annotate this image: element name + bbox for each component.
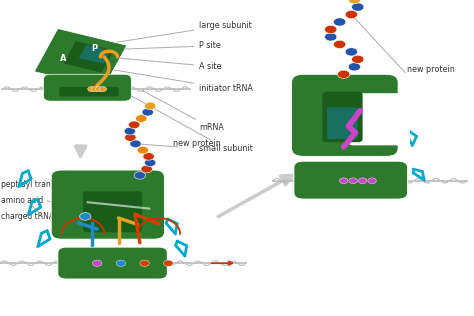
Circle shape bbox=[99, 87, 107, 92]
Text: new protein: new protein bbox=[173, 139, 221, 148]
Circle shape bbox=[164, 260, 173, 266]
Circle shape bbox=[345, 48, 357, 56]
Circle shape bbox=[325, 25, 337, 33]
FancyBboxPatch shape bbox=[59, 87, 118, 96]
Circle shape bbox=[145, 159, 156, 167]
Circle shape bbox=[116, 260, 126, 266]
Circle shape bbox=[358, 178, 367, 184]
FancyBboxPatch shape bbox=[44, 74, 131, 101]
Polygon shape bbox=[64, 41, 114, 73]
Text: initiator tRNA: initiator tRNA bbox=[114, 70, 253, 93]
Text: new protein: new protein bbox=[407, 65, 455, 74]
Circle shape bbox=[124, 127, 136, 135]
Circle shape bbox=[141, 165, 152, 173]
Circle shape bbox=[337, 70, 350, 78]
Circle shape bbox=[339, 178, 348, 184]
Polygon shape bbox=[34, 28, 127, 88]
Circle shape bbox=[334, 40, 346, 48]
FancyBboxPatch shape bbox=[348, 93, 410, 145]
Circle shape bbox=[140, 260, 149, 266]
Text: P: P bbox=[91, 45, 97, 53]
Circle shape bbox=[352, 3, 364, 11]
FancyBboxPatch shape bbox=[322, 92, 363, 142]
Circle shape bbox=[368, 178, 376, 184]
Circle shape bbox=[92, 260, 102, 266]
Circle shape bbox=[325, 33, 337, 41]
Circle shape bbox=[348, 0, 361, 4]
Text: P site: P site bbox=[105, 41, 221, 50]
Circle shape bbox=[137, 146, 148, 154]
Text: amino acid: amino acid bbox=[1, 196, 43, 205]
Text: large subunit: large subunit bbox=[117, 21, 252, 42]
Text: A: A bbox=[60, 54, 66, 63]
Circle shape bbox=[130, 140, 141, 148]
Circle shape bbox=[134, 172, 146, 179]
Circle shape bbox=[136, 115, 147, 122]
FancyBboxPatch shape bbox=[292, 74, 398, 156]
FancyBboxPatch shape bbox=[51, 170, 164, 239]
Text: Release factor: Release factor bbox=[332, 150, 390, 159]
Circle shape bbox=[349, 178, 357, 184]
Text: A site: A site bbox=[91, 56, 221, 71]
Circle shape bbox=[95, 87, 103, 92]
Circle shape bbox=[91, 87, 99, 92]
Circle shape bbox=[128, 121, 140, 129]
FancyBboxPatch shape bbox=[327, 128, 358, 139]
Circle shape bbox=[88, 87, 95, 92]
FancyBboxPatch shape bbox=[83, 191, 142, 232]
Text: peptidyl transferase: peptidyl transferase bbox=[1, 180, 79, 189]
FancyBboxPatch shape bbox=[327, 107, 358, 128]
Polygon shape bbox=[79, 45, 111, 64]
Circle shape bbox=[345, 10, 357, 19]
Circle shape bbox=[125, 134, 136, 141]
Text: small subunit: small subunit bbox=[123, 91, 253, 153]
Circle shape bbox=[80, 213, 91, 220]
Circle shape bbox=[142, 108, 154, 116]
Circle shape bbox=[145, 102, 156, 110]
Circle shape bbox=[334, 18, 346, 26]
Circle shape bbox=[143, 153, 155, 160]
Circle shape bbox=[348, 63, 361, 71]
FancyBboxPatch shape bbox=[58, 247, 167, 279]
Text: mRNA: mRNA bbox=[142, 90, 224, 132]
Circle shape bbox=[352, 55, 364, 64]
FancyBboxPatch shape bbox=[294, 161, 408, 199]
Text: charged tRNA: charged tRNA bbox=[1, 212, 54, 221]
